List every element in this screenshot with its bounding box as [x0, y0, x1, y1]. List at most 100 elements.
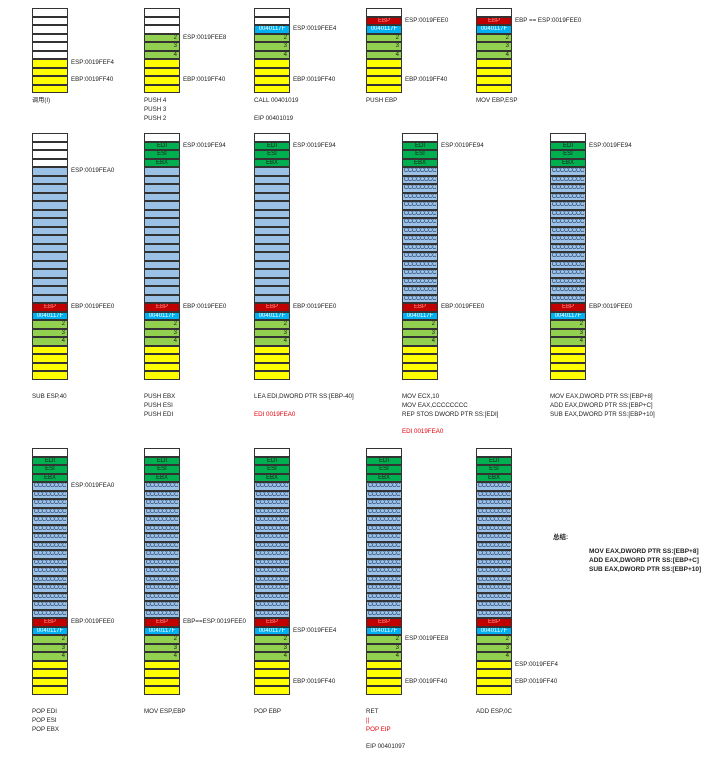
stack-slot: 3 — [550, 328, 586, 337]
stack-slot — [254, 286, 290, 295]
stack-slot — [144, 235, 180, 244]
instruction-caption: POP EIP — [366, 725, 391, 733]
stack-column-12: EDI ESI EBX CCCCCCCC CCCCCCCC CCCCCCCC CCCCCCC… — [144, 448, 180, 695]
stack-slot: CCCCCCCC — [254, 516, 290, 525]
stack-slot — [32, 235, 68, 244]
stack-slot: CCCCCCCC — [550, 235, 586, 244]
stack-slot: 4 — [476, 50, 512, 59]
stack-slot: ESI — [366, 465, 402, 474]
stack-slot: EDI — [254, 141, 290, 150]
stack-slot — [366, 686, 402, 695]
stack-slot: CCCCCCCC — [550, 260, 586, 269]
stack-slot: 2 — [32, 320, 68, 329]
stack-slot — [32, 76, 68, 85]
stack-slot — [32, 175, 68, 184]
stack-slot — [144, 277, 180, 286]
stack-slot: CCCCCCCC — [366, 609, 402, 618]
stack-slot: 3 — [254, 328, 290, 337]
register-pointer-label: ESP:0019FEE4 — [293, 626, 337, 634]
register-pointer-label: ESP:0019FE94 — [441, 141, 484, 149]
stack-slot: EBX — [254, 158, 290, 167]
register-pointer-label: ESP:0019FEE4 — [293, 25, 337, 32]
stack-slot — [32, 141, 68, 150]
stack-slot — [144, 59, 180, 68]
stack-slot: 2 — [32, 635, 68, 644]
stack-column-4: EBP 0040117F 2 3 4 — [366, 8, 402, 93]
stack-column-13: EDI ESI EBX CCCCCCCC CCCCCCCC CCCCCCCC CCCCCCC… — [254, 448, 290, 695]
stack-slot: 4 — [144, 652, 180, 661]
stack-slot: EBP — [402, 303, 438, 312]
stack-slot — [32, 201, 68, 210]
stack-slot: CCCCCCCC — [550, 209, 586, 218]
stack-slot — [144, 677, 180, 686]
stack-slot — [32, 354, 68, 363]
stack-slot: 3 — [476, 643, 512, 652]
stack-slot: 4 — [254, 50, 290, 59]
instruction-caption: PUSH EBP — [366, 97, 398, 104]
stack-slot — [254, 269, 290, 278]
stack-slot: CCCCCCCC — [32, 567, 68, 576]
register-pointer-label: EBP:0019FF40 — [405, 76, 448, 83]
stack-slot: ESI — [144, 150, 180, 159]
stack-slot: CCCCCCCC — [366, 575, 402, 584]
stack-slot: CCCCCCCC — [32, 575, 68, 584]
stack-slot: CCCCCCCC — [476, 507, 512, 516]
stack-slot — [32, 252, 68, 261]
stack-slot: CCCCCCCC — [476, 601, 512, 610]
stack-slot — [254, 84, 290, 93]
stack-slot: CCCCCCCC — [402, 269, 438, 278]
stack-slot: CCCCCCCC — [144, 541, 180, 550]
instruction-caption: PUSH 2 — [144, 114, 167, 122]
stack-slot: CCCCCCCC — [366, 499, 402, 508]
stack-slot: CCCCCCCC — [550, 269, 586, 278]
instruction-caption: ADD ESP,0C — [476, 708, 512, 715]
stack-slot — [32, 50, 68, 59]
instruction-caption: RET — [366, 708, 379, 715]
stack-slot: CCCCCCCC — [32, 516, 68, 525]
register-pointer-label: EBP:0019FEE0 — [71, 303, 115, 310]
stack-slot: ESI — [254, 150, 290, 159]
stack-slot: 3 — [254, 643, 290, 652]
stack-slot: EBP — [476, 16, 512, 25]
stack-slot: CCCCCCCC — [550, 201, 586, 210]
stack-slot: EBP — [366, 618, 402, 627]
stack-slot — [32, 59, 68, 68]
stack-slot: CCCCCCCC — [476, 558, 512, 567]
stack-slot: CCCCCCCC — [550, 192, 586, 201]
register-pointer-label: EBP:0019FF40 — [293, 677, 336, 685]
stack-slot: EBX — [144, 158, 180, 167]
stack-slot — [366, 677, 402, 686]
stack-slot: 0040117F — [32, 626, 68, 635]
stack-slot: 2 — [366, 33, 402, 42]
stack-slot — [144, 260, 180, 269]
stack-slot: CCCCCCCC — [254, 558, 290, 567]
stack-column-5: EBP 0040117F 2 3 4 — [476, 8, 512, 93]
stack-slot — [402, 354, 438, 363]
stack-slot — [144, 686, 180, 695]
stack-slot: 0040117F — [366, 626, 402, 635]
stack-slot: 0040117F — [144, 626, 180, 635]
stack-slot: 4 — [366, 652, 402, 661]
stack-slot: CCCCCCCC — [402, 175, 438, 184]
stack-slot: 3 — [254, 42, 290, 51]
stack-slot: EBX — [550, 158, 586, 167]
stack-slot: 0040117F — [476, 25, 512, 34]
stack-slot: CCCCCCCC — [402, 184, 438, 193]
stack-slot — [32, 226, 68, 235]
stack-slot: EBX — [32, 473, 68, 482]
stack-slot: CCCCCCCC — [366, 482, 402, 491]
stack-slot — [144, 16, 180, 25]
stack-slot — [254, 133, 290, 142]
stack-slot: EBP — [32, 303, 68, 312]
instruction-caption: SUB EAX,DWORD PTR SS:[EBP+10] — [550, 410, 655, 418]
stack-column-3: 0040117F 2 3 4 — [254, 8, 290, 93]
stack-slot — [254, 175, 290, 184]
stack-slot: EBP — [550, 303, 586, 312]
stack-slot: CCCCCCCC — [366, 584, 402, 593]
register-pointer-label: EBP:0019FF40 — [71, 76, 114, 83]
stack-slot — [550, 371, 586, 380]
stack-slot — [144, 286, 180, 295]
stack-slot — [144, 669, 180, 678]
stack-slot — [144, 184, 180, 193]
stack-slot — [254, 218, 290, 227]
